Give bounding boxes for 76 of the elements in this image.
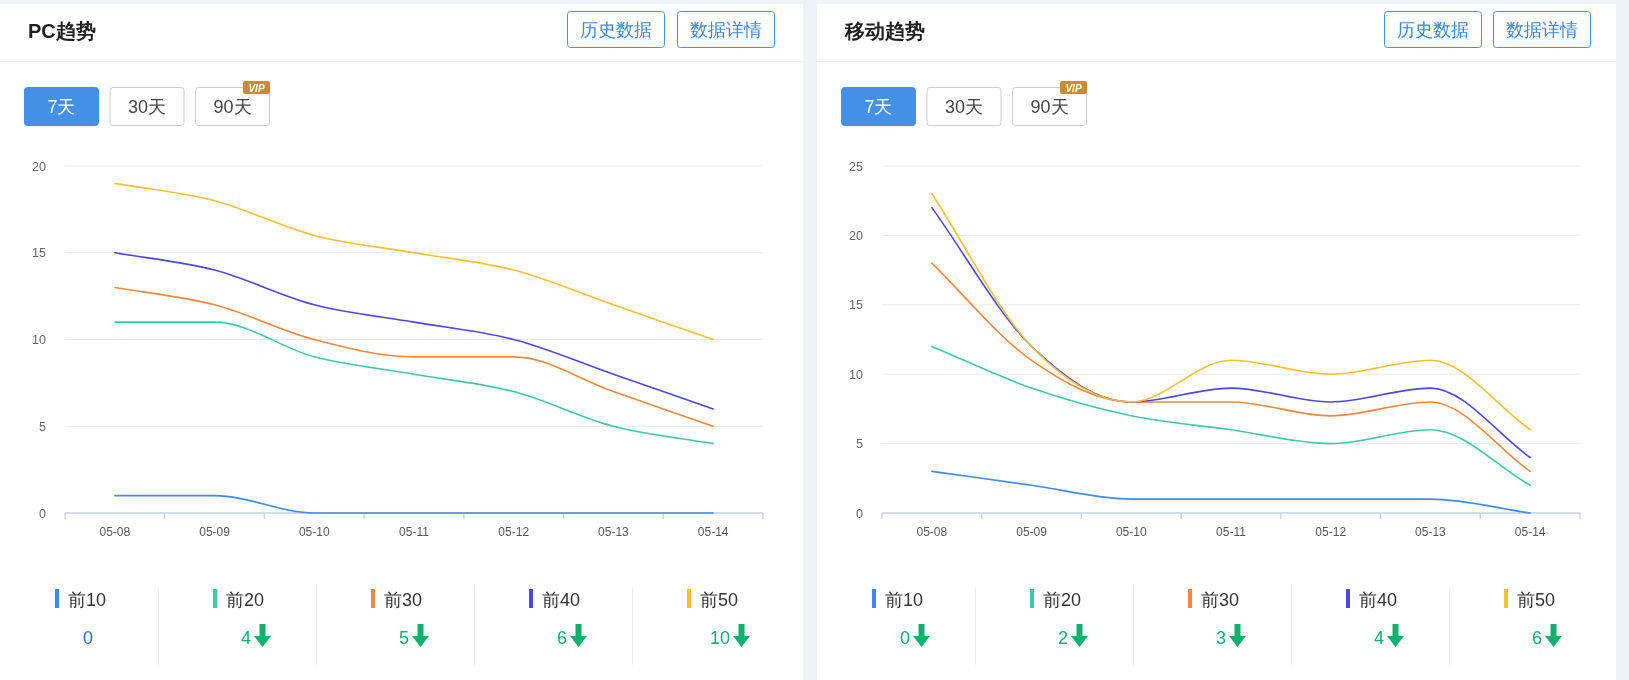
x-tick-label: 05-08 [916, 525, 948, 539]
text: 6 [556, 628, 568, 648]
text: 2 [1057, 628, 1069, 648]
text: 6 [1531, 628, 1543, 648]
y-tick-label: 20 [849, 228, 864, 243]
y-tick-label: 15 [32, 246, 47, 261]
text: 3 [1215, 628, 1227, 648]
button: 数据详情 [677, 11, 775, 48]
text: 5 [398, 628, 410, 648]
y-tick-label: 15 [849, 298, 864, 313]
text: 0 [82, 628, 94, 648]
legend-item: 前10 [55, 589, 107, 610]
line-series [114, 286, 714, 428]
legend-label: 前40 [1359, 590, 1398, 610]
line-series [931, 470, 1531, 514]
legend-item: 前40 [1346, 589, 1398, 610]
legend-label: 前10 [885, 590, 924, 610]
button: 数据详情 [1493, 11, 1591, 48]
line-series [931, 192, 1531, 431]
text: 4 [1373, 628, 1385, 648]
x-tick-label: 05-13 [598, 525, 630, 539]
x-tick-label: 05-12 [498, 525, 530, 539]
x-tick-label: 05-10 [1115, 525, 1147, 539]
x-tick-label: 05-08 [99, 525, 131, 539]
tab: 30天 [109, 87, 185, 126]
x-tick-label: 05-10 [298, 525, 330, 539]
tab: 30天 [926, 87, 1002, 126]
line-series [931, 345, 1531, 487]
chart-title: PC趋势 [28, 20, 96, 42]
button: 历史数据 [567, 11, 665, 48]
legend-item: 前40 [529, 589, 581, 610]
text: 0 [899, 628, 911, 648]
legend-label: 前10 [68, 590, 107, 610]
tab: 7天 [841, 87, 916, 126]
text: 10 [709, 628, 731, 648]
x-tick-label: 05-09 [199, 525, 231, 539]
line-series [114, 321, 714, 445]
legend-item: 前30 [371, 589, 423, 610]
x-tick-label: 05-11 [399, 525, 430, 539]
legend-label: 前30 [384, 590, 423, 610]
button: 历史数据 [1384, 11, 1482, 48]
x-tick-label: 05-14 [1514, 525, 1546, 539]
legend-label: 前40 [542, 590, 581, 610]
x-tick-label: 05-14 [697, 525, 729, 539]
tab: 7天 [24, 87, 99, 126]
y-tick-label: 10 [32, 333, 47, 347]
badge: VIP [243, 81, 270, 94]
legend-label: 前50 [1517, 590, 1556, 610]
line-series [114, 251, 714, 410]
text: 4 [240, 628, 252, 648]
legend-label: 前20 [1043, 590, 1082, 610]
x-tick-label: 05-12 [1315, 525, 1347, 539]
y-tick-label: 0 [856, 506, 864, 521]
legend-item: 前10 [872, 589, 924, 610]
legend-label: 前30 [1201, 590, 1240, 610]
chart-title: 移动趋势 [844, 20, 925, 42]
legend-item: 前30 [1188, 589, 1240, 610]
y-tick-label: 5 [856, 437, 864, 452]
legend-item: 前20 [1030, 589, 1082, 610]
legend-item: 前50 [687, 589, 739, 610]
y-tick-label: 10 [849, 367, 864, 382]
legend-item: 前20 [213, 589, 265, 610]
legend-item: 前50 [1504, 589, 1556, 610]
legend-label: 前20 [226, 590, 265, 610]
line-series [931, 262, 1531, 473]
x-tick-label: 05-09 [1016, 525, 1048, 539]
y-tick-label: 5 [39, 419, 47, 434]
y-tick-label: 0 [39, 506, 47, 521]
y-tick-label: 25 [849, 159, 864, 174]
badge: VIP [1060, 81, 1087, 94]
legend-label: 前50 [700, 590, 739, 610]
line-series [931, 206, 1531, 459]
x-tick-label: 05-13 [1415, 525, 1447, 539]
line-series [114, 182, 714, 341]
y-tick-label: 20 [32, 159, 47, 174]
x-tick-label: 05-11 [1216, 525, 1247, 539]
